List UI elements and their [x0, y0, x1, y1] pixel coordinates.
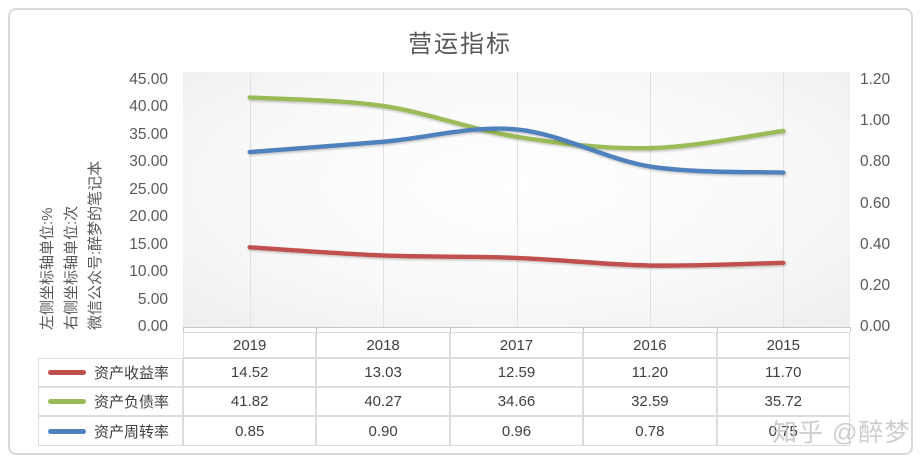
table-value-cell: 0.75 — [716, 416, 850, 446]
axis-note-line-left-unit: 左侧坐标轴单位:% — [39, 207, 56, 330]
table-value-cell: 13.03 — [316, 358, 450, 387]
major-gridline — [783, 72, 785, 327]
legend-swatch-资产负债率 — [48, 399, 86, 404]
right-axis-tick-label: 0.00 — [860, 318, 891, 335]
table-header-year: 2017 — [449, 332, 584, 358]
left-axis-tick-label: 5.00 — [137, 290, 168, 308]
table-value-cell: 32.59 — [583, 387, 717, 416]
x-axis-tick — [449, 327, 451, 332]
x-axis-tick — [316, 327, 318, 332]
legend-cell: 资产收益率 — [38, 358, 183, 387]
legend-cell: 资产负债率 — [38, 387, 183, 416]
table-value-cell: 0.85 — [183, 416, 317, 446]
x-axis-tick — [850, 327, 851, 332]
table-value-cell: 40.27 — [316, 387, 450, 416]
data-table: 2019 2018 2017 2016 2015 资产收益率 14.52 13.03 12.59… — [38, 332, 850, 446]
legend-cell: 资产周转率 — [38, 416, 183, 446]
table-value-cell: 0.96 — [449, 416, 584, 446]
left-axis-tick-label: 35.00 — [129, 125, 168, 143]
table-header-year: 2016 — [583, 332, 717, 358]
table-value-cell: 0.78 — [583, 416, 717, 446]
table-value-cell: 12.59 — [449, 358, 584, 387]
table-header-year: 2019 — [183, 332, 317, 358]
table-value-cell: 35.72 — [716, 387, 850, 416]
axis-note-line-wechat: 微信公众号:醉梦的笔记本 — [87, 160, 104, 330]
x-axis-tick — [583, 327, 585, 332]
chart-title: 营运指标 — [408, 31, 512, 58]
x-axis-tick — [183, 327, 184, 332]
right-axis-tick-label: 0.20 — [860, 276, 891, 294]
legend-swatch-资产收益率 — [48, 370, 86, 375]
legend-label: 资产负债率 — [94, 394, 170, 411]
major-gridline — [649, 72, 651, 327]
table-value-cell: 11.70 — [716, 358, 850, 387]
axis-note-line-right-unit: 右侧坐标轴单位:次 — [63, 205, 80, 330]
legend-label: 资产收益率 — [94, 365, 170, 382]
table-header-year: 2015 — [716, 332, 850, 358]
major-gridline — [249, 72, 251, 327]
right-axis-tick-label: 0.40 — [860, 235, 891, 253]
left-axis-tick-label: 40.00 — [129, 98, 168, 116]
left-axis-tick-label: 45.00 — [129, 71, 168, 88]
left-axis-tick-label: 25.00 — [129, 180, 168, 198]
major-gridline — [383, 72, 385, 327]
table-corner-empty — [38, 332, 183, 358]
right-axis-tick-label: 0.60 — [860, 194, 891, 212]
table-value-cell: 0.90 — [316, 416, 450, 446]
table-value-cell: 14.52 — [183, 358, 317, 387]
left-axis-tick-label: 20.00 — [129, 208, 168, 226]
x-axis-tick — [716, 327, 718, 332]
left-axis-tick-label: 0.00 — [137, 318, 168, 335]
legend-swatch-资产周转率 — [48, 428, 86, 434]
table-value-cell: 41.82 — [183, 387, 317, 416]
right-axis-tick-label: 0.80 — [860, 153, 891, 171]
table-value-cell: 34.66 — [449, 387, 584, 416]
right-axis-tick-label: 1.20 — [860, 71, 891, 88]
major-gridline — [516, 72, 518, 327]
legend-label: 资产周转率 — [94, 423, 170, 441]
x-axis-line — [183, 327, 851, 328]
table-header-year: 2018 — [316, 332, 450, 358]
left-axis-tick-label: 15.00 — [129, 235, 168, 253]
left-axis-tick-label: 30.00 — [129, 153, 168, 171]
right-axis-tick-label: 1.00 — [860, 112, 891, 130]
watermark: 知乎 @醉梦 — [772, 419, 911, 447]
table-value-cell: 11.20 — [583, 358, 717, 387]
axis-note-label: 左侧坐标轴单位:% 右侧坐标轴单位:次 微信公众号:醉梦的笔记本 — [36, 80, 108, 330]
left-axis-tick-label: 10.00 — [129, 263, 168, 281]
